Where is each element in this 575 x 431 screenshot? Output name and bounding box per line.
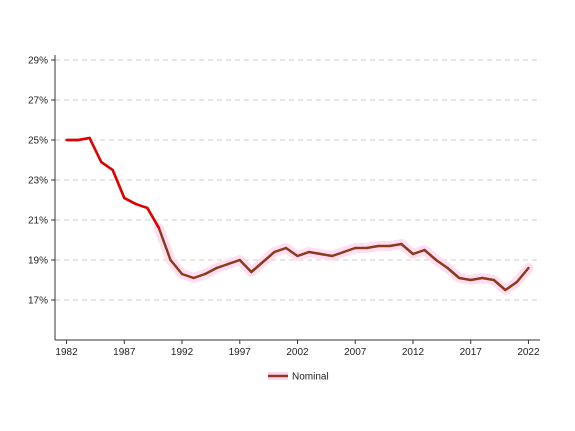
data-point: [65, 138, 68, 142]
data-point: [354, 246, 357, 250]
data-point: [296, 254, 299, 258]
data-point: [284, 246, 288, 250]
y-tick-label: 19%: [28, 256, 48, 267]
data-point: [469, 278, 472, 282]
data-point: [146, 206, 149, 210]
data-point: [365, 246, 368, 250]
data-point: [261, 260, 265, 264]
data-point: [515, 280, 519, 284]
legend: Nominal: [268, 372, 329, 383]
y-tick-label: 21%: [28, 216, 48, 227]
data-point: [527, 266, 530, 270]
data-point: [203, 272, 207, 276]
data-point: [434, 258, 438, 262]
x-tick-label: 2022: [517, 347, 540, 358]
data-point: [411, 252, 415, 256]
data-point: [250, 270, 253, 274]
data-point: [481, 276, 484, 280]
data-point: [157, 226, 161, 230]
y-tick-label: 25%: [28, 136, 48, 147]
data-point: [400, 242, 403, 246]
x-tick-label: 1982: [55, 347, 78, 358]
data-point: [273, 250, 276, 254]
data-point: [192, 276, 195, 280]
data-point: [238, 258, 241, 262]
x-tick-label: 2007: [344, 347, 367, 358]
data-point: [504, 288, 507, 292]
x-tick-label: 1997: [229, 347, 252, 358]
data-point: [330, 254, 334, 258]
data-point: [342, 250, 345, 254]
gridlines: [55, 59, 540, 301]
data-point: [446, 266, 449, 270]
y-tick-label: 27%: [28, 96, 48, 107]
data-point: [307, 250, 311, 254]
legend-label: Nominal: [292, 372, 329, 383]
data-point: [169, 258, 172, 262]
x-tick-label: 1992: [171, 347, 194, 358]
data-point: [457, 276, 461, 280]
data-point: [319, 252, 322, 256]
series-nominal: [65, 136, 534, 295]
data-point: [88, 136, 91, 140]
x-tick-label: 2012: [402, 347, 425, 358]
data-point: [215, 266, 218, 270]
data-point: [123, 196, 126, 200]
data-point: [423, 248, 426, 252]
data-point: [377, 244, 380, 248]
axes: 17% 19% 21% 23% 25% 27% 29% 1982 1987 1992 1997 200…: [28, 55, 540, 358]
data-point: [388, 244, 392, 248]
y-tick-label: 29%: [28, 56, 48, 67]
data-point: [99, 160, 103, 164]
x-tick-label: 1987: [113, 347, 136, 358]
data-point: [180, 272, 184, 276]
data-point: [111, 168, 114, 172]
series-line-nominal: [66, 136, 530, 292]
x-tick-label: 2017: [460, 347, 483, 358]
y-tick-label: 23%: [28, 176, 48, 187]
data-point: [76, 138, 80, 142]
x-tick-label: 2002: [286, 347, 309, 358]
data-point: [492, 278, 496, 282]
y-tick-label: 17%: [28, 296, 48, 307]
series-line-highlight: [66, 136, 160, 229]
data-point: [134, 202, 138, 206]
data-point: [227, 262, 230, 266]
